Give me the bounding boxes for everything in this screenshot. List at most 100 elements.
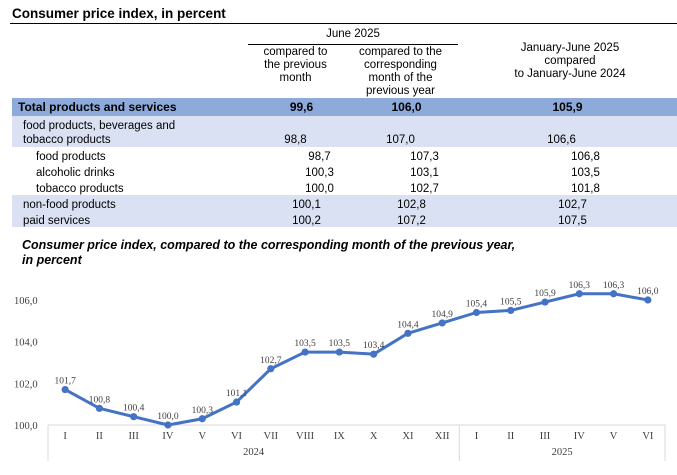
x-tick-label: IV: [162, 431, 173, 442]
data-label: 100,0: [157, 412, 179, 422]
data-label: 100,3: [192, 406, 214, 416]
row-label: alcoholic drinks: [36, 167, 115, 179]
value-prev-year: 107,0: [386, 134, 415, 146]
data-point: [335, 348, 343, 356]
y-tick-label: 104,0: [14, 338, 38, 349]
data-label: 100,4: [123, 404, 145, 414]
chart-title: Consumer price index, compared to the co…: [22, 238, 516, 267]
x-tick-label: II: [507, 431, 514, 442]
col-header-previous-year: compared to the corresponding month of t…: [358, 46, 443, 97]
june-2025-header: June 2025: [326, 28, 380, 40]
series-cpi: [61, 290, 652, 429]
title-rule: [10, 23, 677, 24]
row-label: Total products and services: [18, 100, 177, 114]
value-prev-month: 98,8: [284, 134, 307, 146]
table-row: non-food products 100,1 102,8 102,7: [12, 195, 677, 211]
data-label: 105,4: [466, 300, 488, 310]
data-point: [95, 404, 104, 412]
table-row: alcoholic drinks 100,3 103,1 103,5: [12, 163, 677, 179]
data-point: [164, 421, 172, 429]
x-tick-label: V: [610, 431, 618, 442]
row-label: tobacco products: [36, 183, 124, 195]
col-header-previous-month: compared to the previous month: [263, 46, 328, 84]
x-tick-label: VIII: [296, 431, 315, 442]
data-point: [232, 398, 241, 406]
data-point: [609, 290, 618, 298]
table-row-total: Total products and services 99,6 106,0 1…: [12, 98, 677, 116]
data-label: 102,7: [260, 356, 282, 366]
data-label: 103,5: [294, 339, 316, 349]
value-jan-june: 106,8: [571, 151, 600, 163]
data-point: [198, 415, 206, 423]
value-prev-month: 100,0: [305, 183, 334, 195]
x-tick-label: I: [63, 431, 67, 442]
x-tick-label: II: [96, 431, 103, 442]
x-tick-label: XI: [402, 431, 414, 442]
row-label: paid services: [23, 215, 91, 227]
data-label: 103,5: [329, 339, 351, 349]
data-label: 105,9: [534, 289, 556, 299]
data-point: [301, 348, 309, 356]
data-point: [267, 365, 275, 373]
data-label: 103,4: [363, 341, 385, 351]
value-prev-month: 99,6: [289, 100, 314, 114]
value-prev-month: 100,1: [292, 199, 321, 211]
row-label: food products, beverages and tobacco pro…: [23, 120, 176, 146]
y-tick-label: 100,0: [14, 421, 38, 432]
data-point: [404, 329, 412, 337]
x-tick-label: V: [198, 431, 206, 442]
value-jan-june: 101,8: [571, 183, 600, 195]
data-label: 106,0: [637, 287, 659, 297]
y-tick-label: 102,0: [14, 379, 38, 390]
x-tick-label: IV: [574, 431, 585, 442]
data-label: 101,7: [54, 377, 76, 387]
value-prev-year: 102,7: [410, 183, 439, 195]
value-prev-month: 100,3: [305, 167, 334, 179]
x-tick-label: X: [370, 431, 378, 442]
value-prev-year: 107,2: [397, 215, 426, 227]
value-jan-june: 107,5: [558, 215, 587, 227]
value-prev-month: 98,7: [308, 151, 331, 163]
x-group-label: 2024: [243, 447, 265, 458]
series-line: [64, 292, 649, 427]
june-header-rule: [248, 44, 458, 45]
row-label: non-food products: [23, 199, 116, 211]
col-header-jan-june: January-June 2025 compared to January-Ju…: [514, 42, 626, 80]
data-point: [541, 298, 549, 306]
value-prev-month: 100,2: [292, 215, 321, 227]
y-tick-label: 106,0: [14, 296, 38, 307]
y-axis: 100,0 102,0 104,0 106,0: [14, 296, 38, 432]
data-label: 101,1: [226, 389, 248, 399]
value-prev-year: 106,0: [391, 100, 422, 114]
data-point: [575, 290, 583, 298]
x-tick-label: III: [540, 431, 551, 442]
value-jan-june: 102,7: [558, 199, 587, 211]
data-label: 100,8: [89, 395, 111, 405]
data-label: 106,3: [603, 281, 625, 291]
x-tick-label: VII: [264, 431, 279, 442]
row-label: food products: [36, 151, 106, 163]
x-tick-label: XII: [435, 431, 450, 442]
data-label: 104,9: [432, 310, 454, 320]
value-prev-year: 102,8: [397, 199, 426, 211]
x-tick-label: VI: [642, 431, 654, 442]
table-row: tobacco products 100,0 102,7 101,8: [12, 179, 677, 195]
value-jan-june: 103,5: [571, 167, 600, 179]
x-tick-label: I: [475, 431, 479, 442]
data-label: 105,5: [500, 297, 522, 307]
table-row: food products, beverages and tobacco pro…: [12, 116, 677, 147]
table-row: food products 98,7 107,3 106,8: [12, 147, 677, 163]
data-point: [370, 350, 378, 358]
data-labels: 101,7 100,8 100,4 100,0 100,3 101,1 102,7 103,5…: [54, 281, 658, 422]
value-jan-june: 106,6: [547, 134, 576, 146]
data-point: [644, 296, 652, 304]
data-point: [507, 306, 515, 315]
value-prev-year: 103,1: [410, 167, 439, 179]
data-point: [61, 385, 69, 394]
table-title: Consumer price index, in percent: [12, 6, 226, 21]
value-prev-year: 107,3: [410, 151, 439, 163]
data-point: [472, 308, 481, 317]
data-point: [438, 319, 446, 327]
